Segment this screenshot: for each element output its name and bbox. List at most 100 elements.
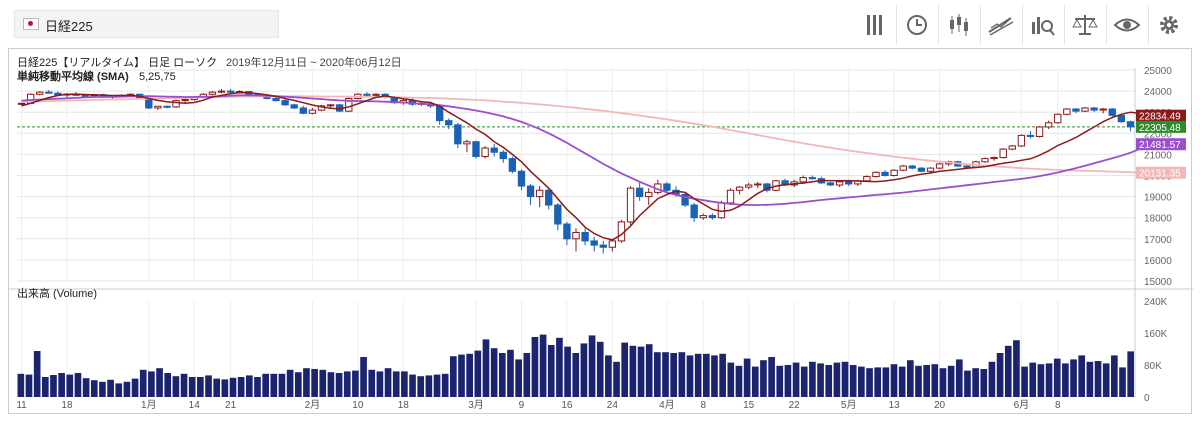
volume-bar bbox=[1021, 366, 1028, 397]
japan-flag-icon bbox=[23, 18, 39, 30]
volume-bar bbox=[229, 377, 237, 397]
volume-bar bbox=[311, 369, 318, 397]
volume-bar bbox=[776, 365, 784, 397]
candle-body bbox=[208, 91, 217, 95]
volume-bar bbox=[482, 339, 490, 397]
volume-bar bbox=[964, 370, 971, 397]
candlestick-chart[interactable]: 1500016000170001800019000200002100022000… bbox=[9, 49, 1193, 415]
trend-line-button[interactable] bbox=[982, 5, 1020, 45]
candle-body bbox=[217, 90, 226, 93]
volume-bar bbox=[205, 375, 212, 397]
date-tick-label: 11 bbox=[16, 400, 27, 411]
chart-date-range: 2019年12月11日 ~ 2020年06月12日 bbox=[226, 55, 402, 69]
volume-bar bbox=[727, 362, 735, 397]
volume-bar bbox=[572, 353, 580, 397]
volume-bar bbox=[33, 351, 41, 397]
volume-bar bbox=[678, 352, 686, 397]
candle-body bbox=[472, 141, 480, 158]
volume-bar bbox=[392, 371, 400, 397]
volume-bar bbox=[809, 361, 816, 397]
candle-body bbox=[36, 91, 44, 95]
volume-bar bbox=[1029, 362, 1037, 397]
candle-body bbox=[1072, 108, 1080, 112]
indicator-search-button[interactable] bbox=[1024, 5, 1062, 45]
volume-bar bbox=[645, 344, 653, 397]
candle-body bbox=[745, 184, 753, 188]
candle-body bbox=[626, 187, 635, 223]
volume-bar bbox=[180, 373, 188, 397]
volume-bar bbox=[50, 375, 57, 397]
volume-bar bbox=[556, 337, 563, 397]
chart-label: 日経225【リアルタイム】 日足 ローソク bbox=[17, 56, 217, 69]
volume-bar bbox=[735, 365, 743, 397]
candle-body bbox=[481, 147, 489, 158]
candle-body bbox=[308, 109, 317, 114]
candle-body bbox=[935, 163, 944, 169]
volume-bar bbox=[1119, 367, 1126, 397]
bars-button[interactable] bbox=[856, 5, 894, 45]
volume-bar bbox=[262, 373, 269, 397]
bar-search-icon bbox=[1032, 17, 1055, 36]
eye-icon bbox=[1113, 18, 1141, 32]
candle-body bbox=[708, 215, 717, 219]
view-button[interactable] bbox=[1108, 5, 1146, 45]
volume-bar bbox=[523, 353, 531, 397]
volume-bar bbox=[874, 367, 882, 397]
volume-bar bbox=[637, 346, 645, 397]
volume-bar bbox=[784, 365, 792, 397]
chart-type-button[interactable] bbox=[940, 5, 978, 45]
volume-bar bbox=[82, 378, 90, 397]
candle-body bbox=[863, 176, 871, 182]
volume-bar bbox=[245, 375, 253, 397]
volume-bar bbox=[841, 361, 849, 397]
candle-body bbox=[372, 93, 380, 96]
sma25-line bbox=[21, 94, 1150, 206]
candle-body bbox=[145, 97, 153, 109]
bars-icon bbox=[867, 15, 882, 35]
volume-bar bbox=[303, 368, 310, 397]
symbol-selector[interactable]: 日経225 bbox=[14, 10, 279, 38]
volume-bar bbox=[139, 369, 147, 397]
volume-bar bbox=[955, 359, 963, 397]
volume-bar bbox=[539, 334, 547, 397]
volume-bar bbox=[1045, 363, 1053, 397]
candle-body bbox=[445, 120, 453, 126]
candle-body bbox=[608, 240, 617, 248]
candle-body bbox=[617, 221, 626, 242]
sma5-line bbox=[21, 91, 1149, 241]
candlestick-icon bbox=[950, 14, 968, 36]
date-tick-label: 21 bbox=[225, 400, 237, 411]
period-button[interactable] bbox=[898, 5, 936, 45]
volume-bar bbox=[768, 357, 775, 397]
candle-body bbox=[1117, 114, 1126, 123]
volume-bar bbox=[580, 343, 588, 397]
candle-body bbox=[981, 158, 989, 163]
price-badge bbox=[1136, 166, 1186, 179]
volume-bar bbox=[433, 374, 441, 397]
candle-body bbox=[808, 177, 817, 180]
volume-bar bbox=[425, 375, 433, 397]
volume-bar bbox=[988, 361, 996, 397]
candle-body bbox=[326, 104, 335, 107]
volume-bar bbox=[66, 374, 74, 397]
date-tick-label: 5月 bbox=[841, 399, 857, 411]
candle-body bbox=[463, 141, 471, 145]
sma75-line bbox=[21, 95, 1149, 174]
volume-bar bbox=[409, 374, 416, 397]
candle-body bbox=[1099, 108, 1107, 111]
price-tick-label: 25000 bbox=[1144, 66, 1172, 77]
price-tick-label: 17000 bbox=[1144, 235, 1172, 246]
candle-body bbox=[345, 97, 353, 112]
candle-body bbox=[181, 99, 189, 102]
candle-body bbox=[572, 231, 580, 240]
volume-bar bbox=[890, 364, 898, 397]
settings-button[interactable] bbox=[1150, 5, 1188, 45]
date-tick-label: 8 bbox=[1055, 400, 1061, 411]
date-tick-label: 10 bbox=[352, 400, 364, 411]
compare-button[interactable] bbox=[1066, 5, 1104, 45]
date-tick-label: 15 bbox=[743, 400, 755, 411]
candle-body bbox=[590, 240, 598, 246]
candle-body bbox=[554, 204, 562, 225]
candle-body bbox=[990, 157, 998, 160]
candle-body bbox=[526, 185, 535, 198]
